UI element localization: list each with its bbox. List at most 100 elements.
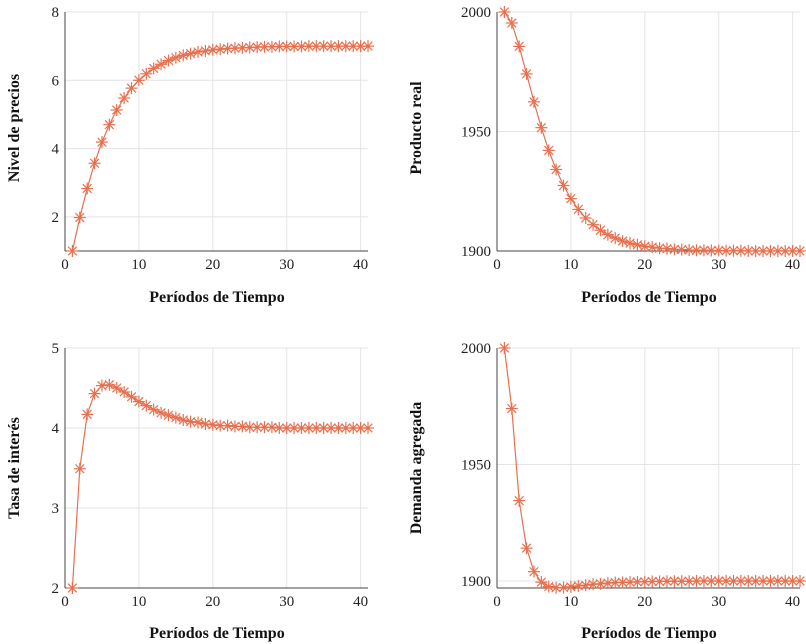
data-point xyxy=(214,419,227,432)
data-point xyxy=(550,163,563,176)
data-point xyxy=(594,577,607,590)
data-point xyxy=(228,42,241,55)
data-point xyxy=(749,575,762,588)
data-point xyxy=(132,395,145,408)
data-point xyxy=(638,575,651,588)
data-point xyxy=(302,422,315,434)
data-point xyxy=(110,103,123,116)
data-point xyxy=(683,244,696,257)
y-tick-label: 2 xyxy=(52,210,60,226)
data-point xyxy=(624,237,637,250)
y-tick-label: 3 xyxy=(52,501,60,517)
x-axis-label: Períodos de Tiempo xyxy=(149,625,284,642)
x-tick-label: 10 xyxy=(131,257,146,273)
y-tick-label: 4 xyxy=(52,142,60,158)
data-point xyxy=(572,203,585,216)
data-point xyxy=(125,390,138,403)
x-tick-label: 20 xyxy=(637,257,652,273)
data-point xyxy=(794,575,806,588)
x-tick-label: 0 xyxy=(493,257,501,273)
data-point xyxy=(73,211,86,224)
x-tick-label: 10 xyxy=(131,594,146,610)
series-line xyxy=(503,347,800,589)
data-point xyxy=(125,82,138,95)
data-point xyxy=(520,542,533,555)
data-point xyxy=(505,16,518,29)
x-tick-label: 40 xyxy=(785,257,800,273)
data-point xyxy=(273,40,286,53)
x-tick-label: 30 xyxy=(711,594,726,610)
data-point xyxy=(243,41,256,54)
data-point xyxy=(140,67,153,80)
data-point xyxy=(779,245,792,257)
data-point xyxy=(199,418,212,430)
data-point xyxy=(184,47,197,60)
x-axis-label: Períodos de Tiempo xyxy=(581,625,716,642)
data-point xyxy=(66,582,79,594)
data-point xyxy=(280,40,293,53)
x-tick-label: 0 xyxy=(61,594,69,610)
data-point xyxy=(280,422,293,434)
data-point xyxy=(527,565,540,578)
data-point xyxy=(542,144,555,157)
data-point xyxy=(118,92,131,105)
data-point xyxy=(631,575,644,588)
y-tick-label: 1950 xyxy=(461,125,491,141)
data-point xyxy=(697,575,710,588)
data-point xyxy=(668,575,681,588)
data-point xyxy=(520,67,533,80)
data-point xyxy=(550,581,563,594)
data-point xyxy=(140,399,153,412)
x-tick-label: 40 xyxy=(353,257,368,273)
data-point xyxy=(95,136,108,149)
data-point xyxy=(325,40,338,53)
data-point xyxy=(73,462,86,475)
data-point xyxy=(675,575,688,588)
x-tick-label: 20 xyxy=(205,257,220,273)
y-tick-label: 1900 xyxy=(461,244,491,260)
data-point xyxy=(302,40,315,53)
y-tick-label: 5 xyxy=(52,341,60,357)
x-tick-label: 20 xyxy=(637,594,652,610)
data-point xyxy=(616,234,629,247)
y-tick-label: 8 xyxy=(52,5,60,21)
x-tick-label: 40 xyxy=(785,594,800,610)
data-point xyxy=(734,244,747,257)
data-point xyxy=(206,43,219,56)
data-point xyxy=(88,387,101,400)
data-point xyxy=(609,576,622,589)
data-point xyxy=(132,74,145,87)
x-tick-label: 20 xyxy=(205,594,220,610)
x-tick-label: 0 xyxy=(61,257,69,273)
data-point xyxy=(535,121,548,134)
data-point xyxy=(646,241,659,254)
data-point xyxy=(720,244,733,257)
data-point xyxy=(347,422,360,434)
y-axis-label: Producto real xyxy=(408,81,425,175)
data-point xyxy=(771,575,784,588)
x-tick-label: 30 xyxy=(279,257,294,273)
data-point xyxy=(288,422,301,434)
y-tick-label: 2000 xyxy=(461,5,491,21)
data-point xyxy=(513,40,526,53)
y-tick-label: 2000 xyxy=(461,341,491,357)
chart-nivel-de-precios: 0 10 20 30 40 2 4 6 8 Períodos de Tiempo Nivel de … xyxy=(6,5,374,306)
y-tick-label: 4 xyxy=(52,421,60,437)
x-tick-label: 40 xyxy=(353,594,368,610)
data-point xyxy=(88,157,101,170)
chart-demanda-agregada: 0 10 20 30 40 1900 1950 2000 Períodos de Tiempo D… xyxy=(408,341,806,642)
y-axis-label: Nivel de precios xyxy=(6,74,23,182)
x-tick-label: 30 xyxy=(279,594,294,610)
y-tick-label: 2 xyxy=(52,581,60,597)
data-point xyxy=(527,95,540,108)
chart-producto-real: 0 10 20 30 40 1900 1950 2000 Períodos de Tiempo P… xyxy=(408,5,806,306)
y-tick-label: 1900 xyxy=(461,574,491,590)
x-tick-label: 30 xyxy=(711,257,726,273)
data-point xyxy=(332,422,345,434)
data-point xyxy=(557,179,570,192)
data-point xyxy=(720,575,733,588)
data-point xyxy=(557,581,570,594)
x-tick-label: 10 xyxy=(563,257,578,273)
y-tick-label: 1950 xyxy=(461,458,491,474)
